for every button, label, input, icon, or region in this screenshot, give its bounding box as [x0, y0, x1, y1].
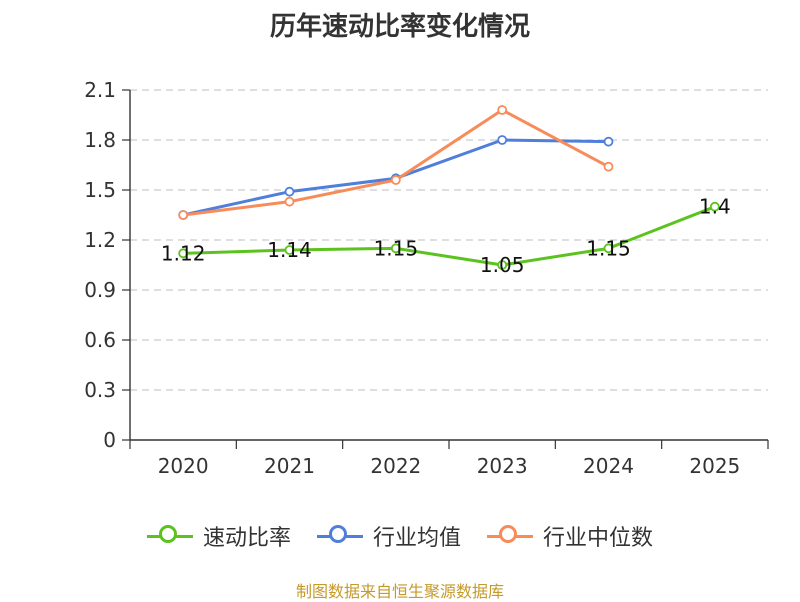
data-point — [603, 136, 614, 147]
data-labels: 1.12 1.14 1.15 1.05 1.15 1.4 — [161, 195, 731, 277]
data-point — [497, 135, 508, 145]
y-tick-label: 1.2 — [84, 228, 116, 252]
axes: 0 0.3 0.6 0.9 1.2 1.5 1.8 2.1 2020 2021 2022 2023 20… — [84, 78, 769, 478]
legend-label: 行业均值 — [372, 526, 461, 551]
grid-lines — [130, 89, 768, 391]
legend: 速动比率 行业均值 行业中位数 — [0, 520, 800, 552]
data-point — [284, 245, 295, 255]
legend-item-quick-ratio[interactable]: 速动比率 — [146, 520, 291, 552]
x-tick-label: 2020 — [158, 454, 209, 478]
y-tick-label: 0.6 — [84, 328, 116, 352]
legend-item-industry-mean[interactable]: 行业均值 — [316, 520, 461, 552]
series-line — [182, 108, 610, 217]
y-tick-label: 0.9 — [84, 278, 116, 302]
y-tick-label: 0 — [103, 428, 116, 452]
chart-title: 历年速动比率变化情况 — [269, 12, 530, 42]
data-point — [284, 186, 295, 197]
data-point — [178, 210, 189, 220]
x-tick-label: 2025 — [689, 454, 740, 478]
data-point — [709, 201, 720, 212]
data-label: 1.12 — [161, 241, 206, 265]
data-point — [390, 175, 401, 185]
data-label: 1.15 — [374, 236, 419, 260]
data-label: 1.14 — [267, 238, 312, 262]
legend-swatch-industry-mean — [316, 524, 363, 548]
data-point — [284, 196, 295, 207]
y-tick-label: 0.3 — [84, 378, 116, 402]
x-tick-label: 2024 — [583, 454, 634, 478]
legend-swatch-quick-ratio — [146, 524, 193, 548]
x-tick-label: 2023 — [477, 454, 528, 478]
data-point — [603, 161, 614, 172]
data-point — [178, 248, 189, 259]
data-point — [497, 105, 508, 115]
y-tick-label: 1.8 — [84, 128, 116, 152]
data-label: 1.4 — [699, 195, 731, 219]
y-tick-label: 2.1 — [84, 78, 116, 102]
y-tick-label: 1.5 — [84, 178, 116, 202]
legend-label: 行业中位数 — [543, 526, 654, 551]
data-label: 1.15 — [586, 236, 631, 260]
x-tick-label: 2021 — [264, 454, 315, 478]
x-tick-label: 2022 — [370, 454, 421, 478]
data-label: 1.05 — [480, 253, 525, 277]
data-point — [603, 243, 614, 254]
data-source-note: 制图数据来自恒生聚源数据库 — [295, 582, 504, 601]
series-line — [183, 205, 716, 267]
legend-label: 速动比率 — [202, 526, 291, 551]
legend-item-industry-median[interactable]: 行业中位数 — [487, 520, 653, 552]
series-lines — [178, 105, 720, 270]
data-point — [497, 260, 508, 270]
legend-swatch-industry-median — [487, 524, 533, 548]
data-point — [390, 243, 401, 254]
